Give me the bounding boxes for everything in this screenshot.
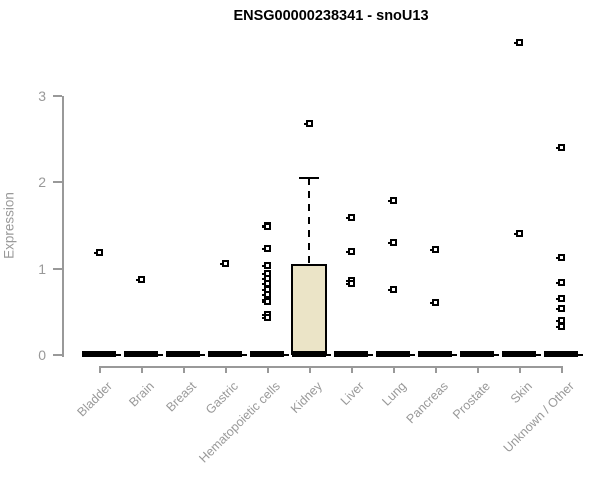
outlier-point	[430, 245, 439, 253]
x-tick-mark	[477, 366, 479, 373]
whisker-nub	[200, 354, 205, 356]
outlier-point	[220, 259, 229, 267]
whisker-nub	[116, 354, 121, 356]
chart-title: ENSG00000238341 - snoU13	[233, 8, 429, 24]
whisker-nub	[368, 354, 373, 356]
outlier-point	[514, 230, 523, 238]
median-bar	[544, 351, 578, 357]
x-tick-mark	[519, 366, 521, 373]
median-bar	[166, 351, 200, 357]
y-tick-mark	[53, 354, 62, 356]
outlier-point	[514, 38, 523, 46]
x-category-label: Lung	[379, 379, 409, 409]
x-tick-mark	[183, 366, 185, 373]
whisker-nub	[578, 354, 583, 356]
outlier-point	[262, 298, 271, 306]
x-category-label: Liver	[337, 379, 367, 409]
whisker-nub	[452, 354, 457, 356]
outlier-point	[262, 223, 271, 231]
y-tick-mark	[53, 95, 62, 97]
median-bar	[460, 351, 494, 357]
outlier-point	[136, 276, 145, 284]
median-bar	[502, 351, 536, 357]
outlier-point	[556, 316, 565, 324]
outlier-point	[346, 280, 355, 288]
median-bar	[418, 351, 452, 357]
y-tick-mark	[53, 181, 62, 184]
x-tick-mark	[141, 366, 143, 373]
x-tick-mark	[393, 366, 395, 373]
x-category-label: Pancreas	[403, 379, 451, 427]
outlier-point	[304, 119, 313, 127]
median-bar	[376, 351, 410, 357]
outlier-point	[556, 253, 565, 261]
x-tick-mark	[351, 366, 353, 373]
outlier-point	[262, 262, 271, 270]
x-tick-mark	[435, 366, 437, 373]
upper-whisker	[308, 178, 310, 265]
x-tick-mark	[99, 366, 101, 373]
outlier-point	[262, 314, 271, 321]
y-tick-label: 2	[38, 174, 46, 191]
x-category-label: Hematopoietic cells	[196, 379, 283, 466]
outlier-point	[556, 143, 565, 151]
outlier-point	[346, 248, 355, 256]
outlier-point	[430, 299, 439, 307]
x-axis-line	[99, 366, 563, 368]
whisker-nub	[536, 354, 541, 356]
median-bar	[124, 351, 158, 357]
x-category-label: Skin	[507, 379, 535, 407]
x-category-label: Gastric	[203, 379, 241, 417]
x-category-label: Breast	[163, 379, 199, 415]
whisker-nub	[326, 354, 331, 356]
outlier-point	[388, 196, 397, 204]
median-bar	[208, 351, 242, 357]
outlier-point	[556, 305, 565, 313]
outlier-point	[346, 213, 355, 221]
outlier-point	[388, 286, 397, 294]
outlier-point	[388, 238, 397, 246]
outlier-point	[556, 278, 565, 286]
median-bar	[82, 351, 116, 357]
x-category-label: Prostate	[450, 379, 493, 422]
x-category-label: Bladder	[74, 379, 115, 420]
x-tick-mark	[225, 366, 227, 373]
x-tick-mark	[309, 366, 311, 373]
y-tick-label: 0	[38, 347, 46, 363]
median-bar	[292, 351, 326, 357]
y-tick-label: 3	[38, 88, 46, 104]
whisker-cap	[299, 177, 319, 180]
x-tick-mark	[561, 366, 563, 373]
median-bar	[250, 351, 284, 357]
x-category-label: Kidney	[287, 379, 325, 416]
outlier-point	[556, 295, 565, 303]
whisker-nub	[284, 354, 289, 356]
outlier-point	[262, 244, 271, 252]
box-rect	[291, 264, 327, 355]
whisker-nub	[158, 354, 163, 356]
y-tick-mark	[53, 267, 62, 270]
whisker-nub	[494, 354, 499, 356]
y-axis-line	[62, 96, 64, 357]
x-category-label: Brain	[126, 379, 157, 410]
outlier-point	[94, 249, 103, 257]
whisker-nub	[410, 354, 415, 356]
x-tick-mark	[267, 366, 269, 373]
outlier-point	[556, 322, 565, 330]
y-tick-label: 1	[38, 260, 46, 277]
median-bar	[334, 351, 368, 357]
whisker-nub	[242, 354, 247, 356]
